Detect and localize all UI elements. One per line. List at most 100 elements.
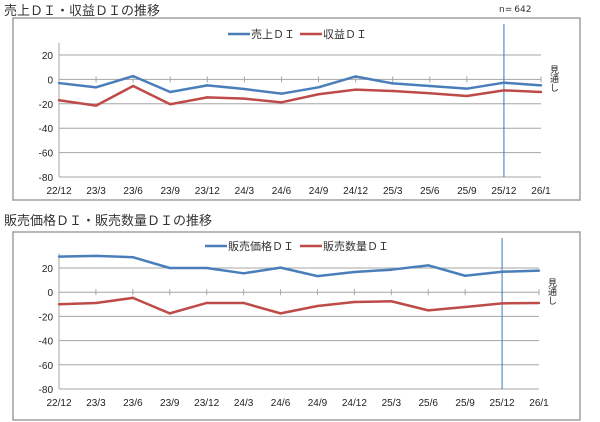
x-tick-label: 25/3 bbox=[382, 398, 402, 409]
x-tick-label: 24/12 bbox=[343, 186, 368, 197]
x-tick-label: 22/12 bbox=[46, 398, 71, 409]
x-tick-label: 25/9 bbox=[457, 186, 477, 197]
chart-frame bbox=[12, 17, 581, 201]
data-point bbox=[539, 90, 543, 94]
data-point bbox=[391, 82, 394, 85]
data-point bbox=[169, 90, 172, 94]
x-tick-label: 22/12 bbox=[46, 186, 71, 197]
x-tick-label: 23/12 bbox=[194, 398, 219, 409]
x-tick-label: 26/1 bbox=[529, 398, 549, 409]
legend-label: 収益ＤＩ bbox=[323, 27, 367, 41]
x-tick-label: 23/6 bbox=[123, 398, 143, 409]
data-point bbox=[317, 86, 320, 89]
data-point bbox=[353, 300, 356, 304]
data-point bbox=[243, 87, 246, 91]
x-tick-label: 25/9 bbox=[455, 398, 475, 409]
x-tick-label: 24/12 bbox=[342, 398, 367, 409]
chart-2-title: 販売価格ＤＩ・販売数量ＤＩの推移 bbox=[4, 214, 213, 229]
data-point bbox=[279, 312, 282, 315]
data-point bbox=[242, 272, 245, 275]
x-tick-label: 24/3 bbox=[235, 186, 255, 197]
data-point bbox=[317, 93, 320, 96]
data-point bbox=[463, 274, 467, 277]
data-point bbox=[57, 255, 61, 258]
data-point bbox=[354, 88, 357, 91]
data-point bbox=[428, 84, 431, 88]
y-tick-label: 20 bbox=[42, 51, 54, 62]
data-point bbox=[205, 266, 208, 270]
x-tick-label: 23/9 bbox=[160, 398, 180, 409]
data-point bbox=[465, 87, 469, 90]
series-line-1 bbox=[58, 74, 542, 95]
data-point bbox=[539, 84, 543, 87]
data-point bbox=[465, 94, 469, 98]
data-point bbox=[537, 269, 541, 272]
data-point bbox=[131, 256, 135, 259]
data-point bbox=[242, 301, 245, 305]
chart-frame bbox=[12, 231, 581, 421]
sample-size: n= 642 bbox=[497, 2, 531, 15]
data-point bbox=[206, 96, 209, 99]
data-point bbox=[279, 266, 282, 269]
data-point bbox=[427, 264, 430, 267]
data-point bbox=[502, 81, 506, 84]
data-point bbox=[500, 270, 504, 273]
data-point bbox=[537, 301, 541, 305]
data-point bbox=[243, 97, 246, 100]
x-tick-label: 25/6 bbox=[418, 398, 438, 409]
data-point bbox=[206, 84, 209, 87]
data-point bbox=[168, 312, 171, 315]
data-point bbox=[205, 301, 208, 305]
data-point bbox=[94, 104, 98, 107]
legend-label: 売上ＤＩ bbox=[251, 28, 295, 41]
data-point bbox=[94, 86, 98, 89]
y-tick-label: 0 bbox=[47, 288, 53, 299]
data-point bbox=[502, 89, 506, 92]
x-tick-label: 24/9 bbox=[308, 398, 328, 409]
series-line-2 bbox=[58, 84, 542, 107]
data-point bbox=[316, 304, 319, 308]
data-point bbox=[390, 300, 393, 303]
y-tick-label: -40 bbox=[39, 337, 54, 348]
data-point bbox=[428, 92, 431, 95]
data-point bbox=[57, 99, 61, 102]
data-point bbox=[391, 89, 394, 93]
y-tick-label: 20 bbox=[42, 264, 54, 275]
x-tick-label: 24/6 bbox=[271, 398, 291, 409]
y-tick-label: -40 bbox=[39, 124, 54, 135]
outlook-label: 見通し bbox=[549, 65, 559, 92]
y-tick-label: 0 bbox=[47, 75, 53, 86]
x-tick-label: 23/9 bbox=[160, 186, 180, 197]
data-point bbox=[131, 296, 135, 300]
data-point bbox=[131, 74, 135, 78]
data-point bbox=[57, 81, 61, 85]
y-tick-label: -60 bbox=[39, 149, 54, 160]
data-point bbox=[280, 101, 283, 104]
y-tick-label: -80 bbox=[39, 385, 54, 396]
sample-size-value: 642 bbox=[514, 5, 532, 15]
data-point bbox=[353, 270, 356, 274]
series-line-2 bbox=[58, 296, 540, 315]
chart-1: 20 0 -20 -40 -60 -80 22/12 23/3 23/6 23/9 23/12 24/… bbox=[12, 17, 581, 201]
y-tick-label: -20 bbox=[39, 100, 54, 111]
data-point bbox=[94, 301, 98, 305]
chart-2: 20 0 -20 -40 -60 -80 22/12 23/3 23/6 23/9 23/12 24/… bbox=[12, 231, 581, 421]
x-tick-label: 24/3 bbox=[234, 398, 254, 409]
y-tick-label: -20 bbox=[39, 312, 54, 323]
sample-size-label: n= bbox=[499, 5, 513, 15]
x-tick-label: 25/12 bbox=[490, 398, 515, 409]
x-tick-label: 25/12 bbox=[491, 186, 516, 197]
x-tick-label: 23/6 bbox=[123, 186, 143, 197]
x-tick-label: 23/3 bbox=[86, 398, 106, 409]
data-point bbox=[354, 75, 357, 78]
data-point bbox=[57, 303, 61, 306]
outlook-label: 見通し bbox=[547, 278, 557, 305]
x-tick-label: 25/3 bbox=[383, 186, 403, 197]
x-tick-label: 23/12 bbox=[195, 186, 220, 197]
x-tick-label: 24/6 bbox=[272, 186, 292, 197]
x-tick-label: 26/1 bbox=[531, 186, 551, 197]
y-tick-label: -60 bbox=[39, 361, 54, 372]
x-tick-label: 23/3 bbox=[86, 186, 106, 197]
y-tick-label: -80 bbox=[39, 173, 54, 184]
